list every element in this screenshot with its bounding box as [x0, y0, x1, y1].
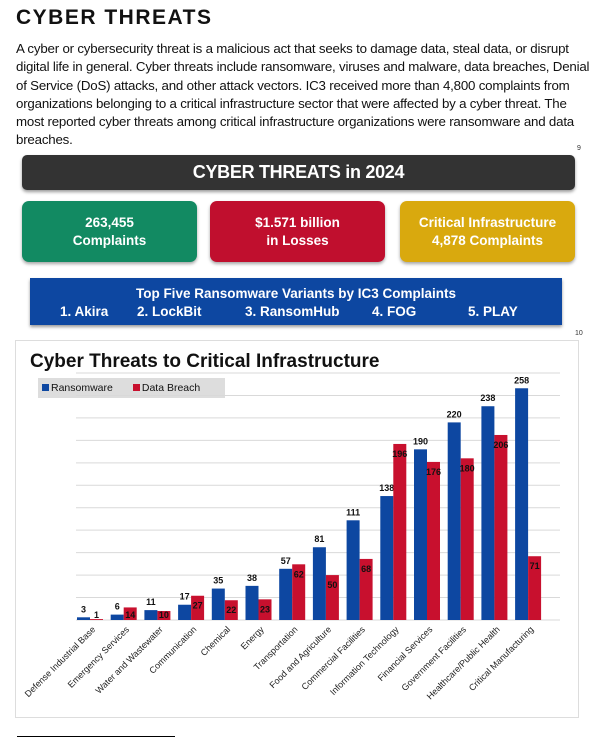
category-label: Emergency Services: [66, 624, 132, 690]
data-label: 6: [115, 602, 120, 612]
chart-legend: Ransomware Data Breach: [38, 378, 225, 398]
bar-data-breach: [325, 575, 339, 620]
variant-item: 4. FOG: [372, 304, 417, 319]
data-label: 238: [480, 393, 495, 403]
stat-losses: $1.571 billion in Losses: [210, 201, 385, 262]
data-label: 176: [426, 467, 441, 477]
bar-ransomware: [481, 406, 495, 620]
data-label: 1: [94, 610, 99, 620]
data-label: 206: [493, 440, 508, 450]
footnote-ref-10: 10: [575, 330, 583, 337]
data-label: 81: [314, 534, 324, 544]
bar-ransomware: [77, 617, 90, 620]
data-label: 10: [159, 610, 169, 620]
bar-ransomware: [211, 588, 225, 620]
legend-swatch: [42, 384, 49, 391]
bar-ransomware: [245, 585, 259, 620]
footnote-ref-9: 9: [577, 145, 581, 152]
intro-paragraph: A cyber or cybersecurity threat is a mal…: [16, 41, 590, 148]
bar-ransomware: [312, 547, 326, 620]
category-label: Critical Manufacturing: [467, 624, 536, 693]
bar-data-breach: [359, 558, 373, 620]
bar-ransomware: [346, 520, 360, 620]
ransomware-variants-box: Top Five Ransomware Variants by IC3 Comp…: [30, 278, 562, 325]
stat-critical-infrastructure: Critical Infrastructure 4,878 Complaints: [400, 201, 575, 262]
legend-label: Data Breach: [141, 382, 201, 394]
stat-complaints: 263,455 Complaints: [22, 201, 197, 262]
stat-value: $1.571 billion: [255, 214, 340, 230]
bar-data-breach: [292, 564, 306, 620]
bar-data-breach: [427, 461, 440, 620]
data-label: 35: [213, 576, 223, 586]
category-label: Food and Agriculture: [268, 624, 334, 690]
chart-title: Cyber Threats to Critical Infrastructure: [30, 351, 380, 372]
data-label: 196: [392, 449, 407, 459]
stat-value: 4,878 Complaints: [431, 232, 544, 248]
data-label: 11: [146, 597, 156, 607]
variant-item: 1. Akira: [60, 304, 109, 319]
bar-ransomware: [178, 604, 192, 620]
category-label: Chemical: [199, 624, 233, 658]
bar-data-breach: [90, 619, 103, 620]
footnote-divider: [17, 736, 175, 737]
data-label: 50: [327, 580, 337, 590]
legend-swatch: [132, 384, 140, 391]
stat-label: Complaints: [72, 232, 147, 248]
variants-title: Top Five Ransomware Variants by IC3 Comp…: [135, 286, 457, 301]
variant-item: 5. PLAY: [468, 304, 518, 319]
bar-ransomware: [380, 496, 394, 620]
data-label: 27: [193, 601, 203, 611]
bar-ransomware: [279, 568, 293, 620]
bar-data-breach: [191, 595, 205, 620]
bar-ransomware: [515, 388, 529, 620]
data-label: 17: [180, 592, 190, 602]
data-label: 258: [514, 375, 529, 385]
page-title: CYBER THREATS: [16, 6, 213, 29]
data-label: 220: [447, 409, 462, 419]
category-label: Energy: [239, 624, 267, 652]
category-label: Government Facilities: [400, 624, 469, 693]
variant-item: 2. LockBit: [137, 304, 202, 319]
data-label: 138: [379, 483, 394, 493]
bar-data-breach: [494, 434, 508, 620]
data-label: 62: [294, 569, 304, 579]
data-label: 57: [281, 556, 291, 566]
bar-ransomware: [110, 614, 124, 620]
bar-data-breach: [393, 443, 407, 620]
variant-item: 3. RansomHub: [245, 304, 340, 319]
chart-frame: [15, 340, 579, 718]
bar-data-breach: [528, 556, 542, 620]
data-label: 180: [460, 463, 475, 473]
bar-data-breach: [157, 611, 171, 620]
bar-data-breach: [258, 599, 272, 620]
legend-item-ransomware: Ransomware: [42, 382, 113, 394]
data-label: 68: [361, 564, 371, 574]
data-label: 111: [346, 507, 360, 517]
bar-ransomware: [447, 422, 461, 620]
category-label: Water and Wastewater: [93, 624, 164, 695]
data-label: 22: [226, 605, 236, 615]
data-label: 23: [260, 604, 270, 614]
legend-label: Ransomware: [51, 382, 113, 394]
bar-data-breach: [460, 458, 474, 620]
banner-title: CYBER THREATS in 2024: [22, 155, 575, 190]
stat-label: in Losses: [266, 232, 329, 248]
legend-item-data-breach: Data Breach: [132, 382, 201, 394]
data-label: 14: [125, 610, 135, 620]
bar-ransomware: [414, 449, 427, 620]
category-label: Commercial Facilities: [299, 624, 367, 692]
bar-ransomware: [144, 610, 158, 620]
data-label: 3: [81, 604, 86, 614]
data-label: 190: [413, 436, 428, 446]
stat-value: 263,455: [85, 214, 134, 230]
stat-label: Critical Infrastructure: [418, 214, 557, 230]
data-label: 38: [247, 573, 257, 583]
bar-data-breach: [123, 607, 137, 620]
data-label: 71: [530, 561, 540, 571]
bar-data-breach: [224, 600, 238, 620]
